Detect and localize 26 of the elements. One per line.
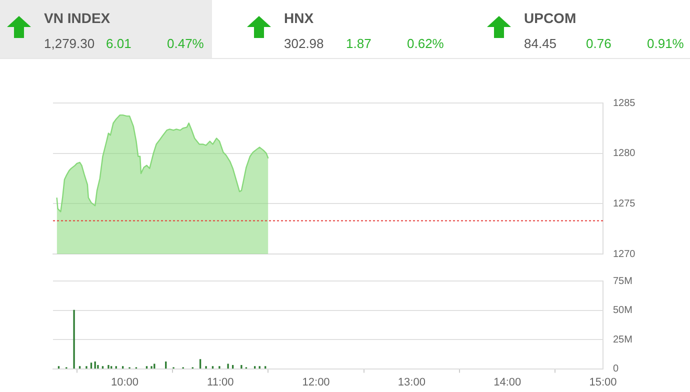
x-tick-label: 10:00 [110, 376, 139, 388]
text: 1,279.30 [44, 36, 95, 51]
y-tick-label: 1275 [613, 198, 636, 210]
text: 302.98 [284, 36, 324, 51]
text: 0.76 [586, 36, 612, 51]
text: UPCOM [524, 10, 576, 26]
y-tick-label: 25M [613, 334, 632, 346]
x-tick-label: 15:00 [589, 376, 617, 388]
y-tick-label: 50M [613, 305, 632, 316]
x-tick-label: 14:00 [494, 376, 522, 388]
text: VN INDEX [44, 10, 110, 26]
text: 0.62% [407, 36, 444, 51]
text: 6.01 [106, 36, 132, 51]
y-tick-label: 75M [613, 276, 632, 287]
x-tick-label: 11:00 [207, 376, 234, 388]
x-tick-label: 13:00 [398, 376, 426, 388]
text: 0.47% [167, 36, 204, 51]
y-tick-label: 1285 [613, 98, 636, 109]
text: 84.45 [524, 36, 557, 51]
text: 0.91% [647, 36, 684, 51]
y-tick-label: 1280 [613, 148, 636, 160]
text: HNX [284, 10, 314, 26]
text: 1.87 [346, 36, 372, 51]
y-tick-label: 0 [613, 364, 619, 375]
y-tick-label: 1270 [613, 248, 636, 260]
x-tick-label: 12:00 [302, 376, 330, 388]
